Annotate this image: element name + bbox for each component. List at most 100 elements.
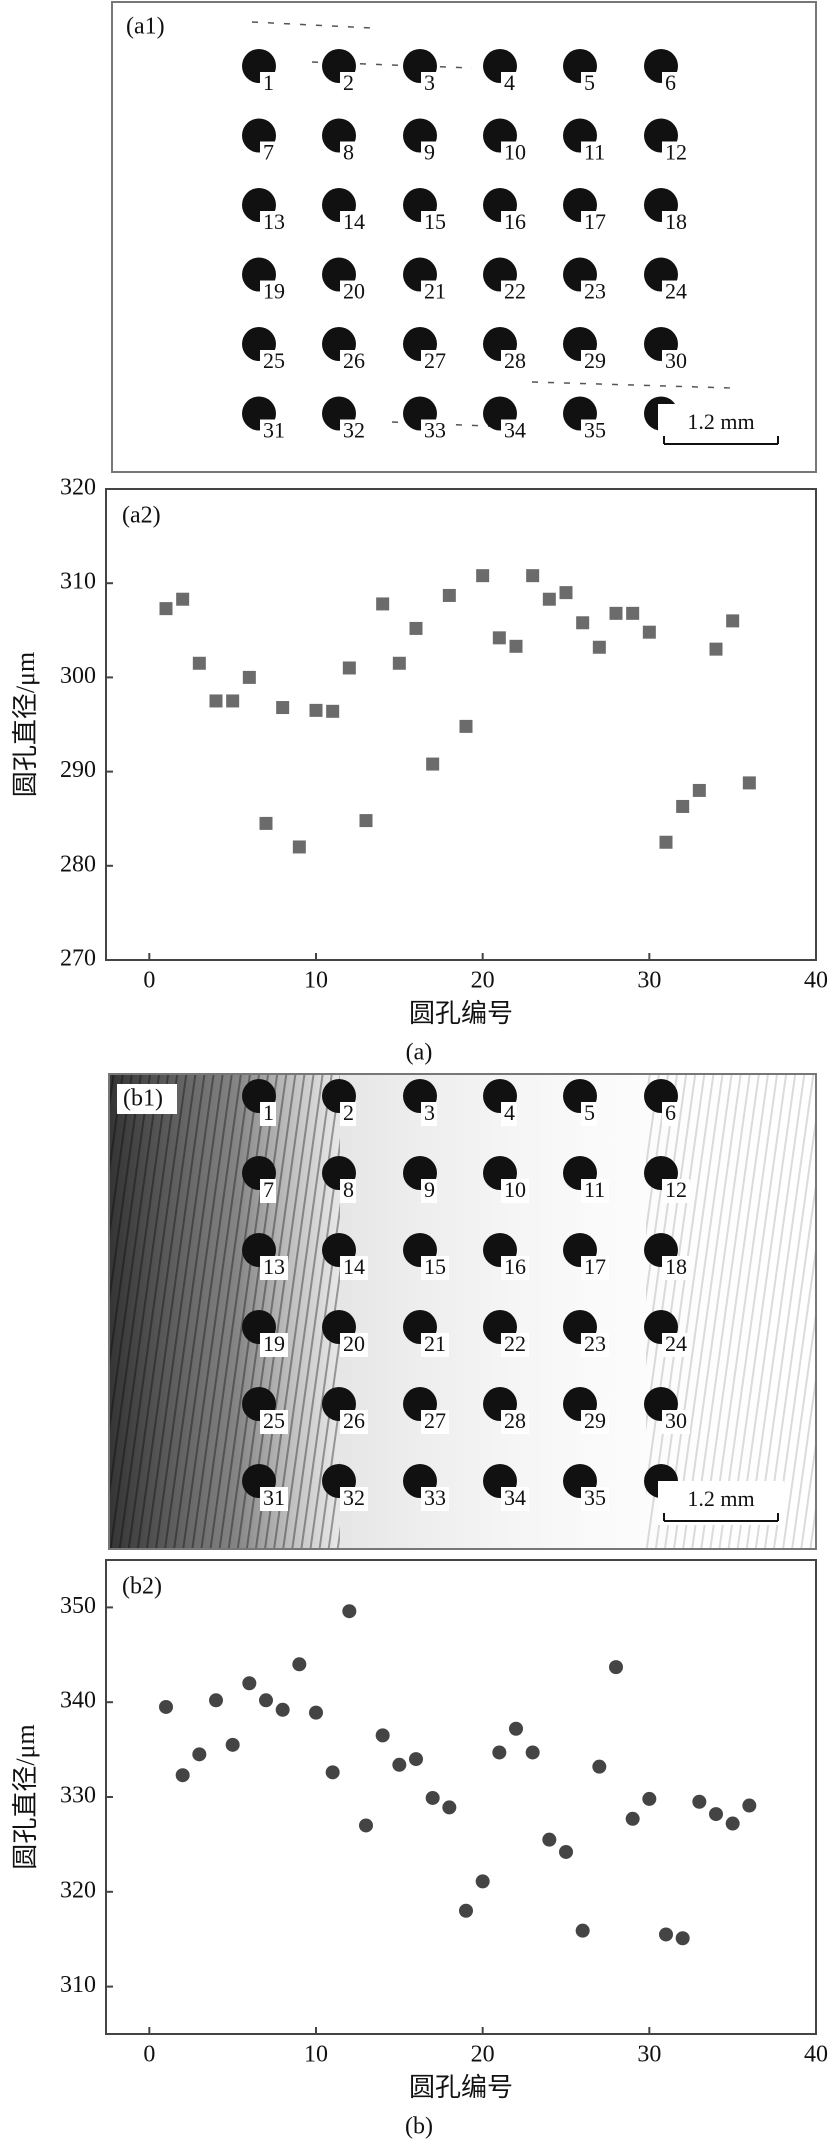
point	[242, 670, 256, 684]
point	[709, 642, 723, 656]
texture	[646, 1075, 815, 1548]
point	[275, 1702, 290, 1717]
label-bg	[340, 1410, 368, 1434]
label-bg	[581, 141, 609, 166]
point	[742, 1798, 757, 1813]
point	[425, 1790, 440, 1805]
label-bg	[340, 1256, 368, 1280]
hole-label: 19	[263, 279, 285, 304]
label-bg	[260, 211, 288, 235]
point	[159, 1699, 173, 1714]
hole-label: 29	[584, 348, 606, 373]
point	[159, 602, 173, 616]
y-axis-label: 圆孔直径/μm	[11, 1724, 40, 1869]
point	[609, 1660, 623, 1675]
label-bg	[421, 1256, 449, 1280]
label-bg	[658, 404, 784, 448]
point	[725, 1816, 740, 1831]
point	[525, 1745, 540, 1760]
point	[592, 640, 606, 654]
point	[292, 1657, 307, 1672]
x-tick-label: 10	[304, 968, 328, 994]
label-bg	[501, 1410, 529, 1434]
hole-label: 15	[424, 209, 446, 234]
point	[326, 704, 340, 718]
label-bg	[260, 1256, 288, 1280]
point	[325, 1765, 340, 1780]
label-bg	[662, 1333, 690, 1357]
point	[292, 840, 306, 854]
hole-label: 34	[504, 1485, 526, 1510]
hole-label: 27	[424, 1408, 446, 1433]
label-bg	[662, 72, 678, 96]
hole-label: 5	[584, 1100, 595, 1125]
hole-label: 7	[263, 140, 274, 165]
label-bg	[340, 141, 356, 166]
hole-label: 32	[343, 1485, 365, 1510]
hole-label: 20	[343, 1331, 365, 1356]
point	[192, 1747, 207, 1762]
hole-label: 35	[584, 1485, 606, 1510]
label-bg	[340, 1179, 356, 1203]
label-bg	[581, 1487, 609, 1511]
scale-label: 1.2 mm	[687, 409, 754, 434]
hole-label: 1	[263, 70, 274, 95]
label-bg	[581, 1333, 609, 1357]
point	[559, 586, 573, 600]
point	[609, 606, 623, 620]
hole-label: 4	[504, 1100, 515, 1125]
point	[442, 1800, 457, 1815]
hole-label: 27	[424, 348, 446, 373]
label-bg	[662, 1179, 690, 1203]
label-bg	[501, 1487, 529, 1511]
label-bg	[421, 419, 449, 444]
hole-label: 24	[665, 279, 687, 304]
hole-label: 9	[424, 140, 435, 165]
label-bg	[501, 419, 529, 444]
label-bg	[501, 1102, 517, 1126]
label-bg	[581, 350, 609, 374]
point	[459, 1903, 473, 1918]
x-tick-label: 20	[471, 2042, 495, 2068]
point	[342, 1604, 357, 1619]
panel-label: (a1)	[126, 14, 165, 40]
hole-label: 17	[584, 209, 606, 234]
y-tick-label: 270	[60, 946, 96, 972]
point	[542, 1832, 557, 1847]
point	[342, 661, 356, 675]
point	[676, 799, 690, 813]
hole-label: 35	[584, 418, 606, 443]
point	[392, 656, 406, 670]
hole-label: 26	[343, 1408, 365, 1433]
label-bg	[340, 1487, 368, 1511]
label-bg	[581, 1102, 597, 1126]
micrograph-frame	[111, 1, 817, 473]
label-bg	[260, 350, 288, 374]
point	[692, 1794, 707, 1809]
x-tick-label: 20	[471, 968, 495, 994]
label-bg	[260, 1333, 288, 1357]
label-bg	[501, 280, 529, 305]
label-bg	[260, 1102, 276, 1126]
caption: (b)	[405, 2114, 433, 2140]
point	[209, 1693, 223, 1708]
label-bg	[340, 1333, 368, 1357]
label-bg	[421, 1179, 437, 1203]
label-bg	[662, 280, 690, 305]
point	[575, 1923, 590, 1938]
x-tick-label: 40	[804, 2042, 828, 2068]
point	[492, 1745, 507, 1760]
point	[209, 694, 223, 708]
label-bg	[340, 211, 368, 235]
label-bg	[501, 1256, 529, 1280]
point	[309, 703, 323, 717]
label-bg	[117, 1084, 177, 1114]
hole-label: 32	[343, 418, 365, 443]
point	[309, 1705, 323, 1720]
label-bg	[662, 1102, 678, 1126]
hole-label: 29	[584, 1408, 606, 1433]
hole-label: 22	[504, 279, 526, 304]
point	[376, 597, 390, 611]
label-bg	[581, 1256, 609, 1280]
